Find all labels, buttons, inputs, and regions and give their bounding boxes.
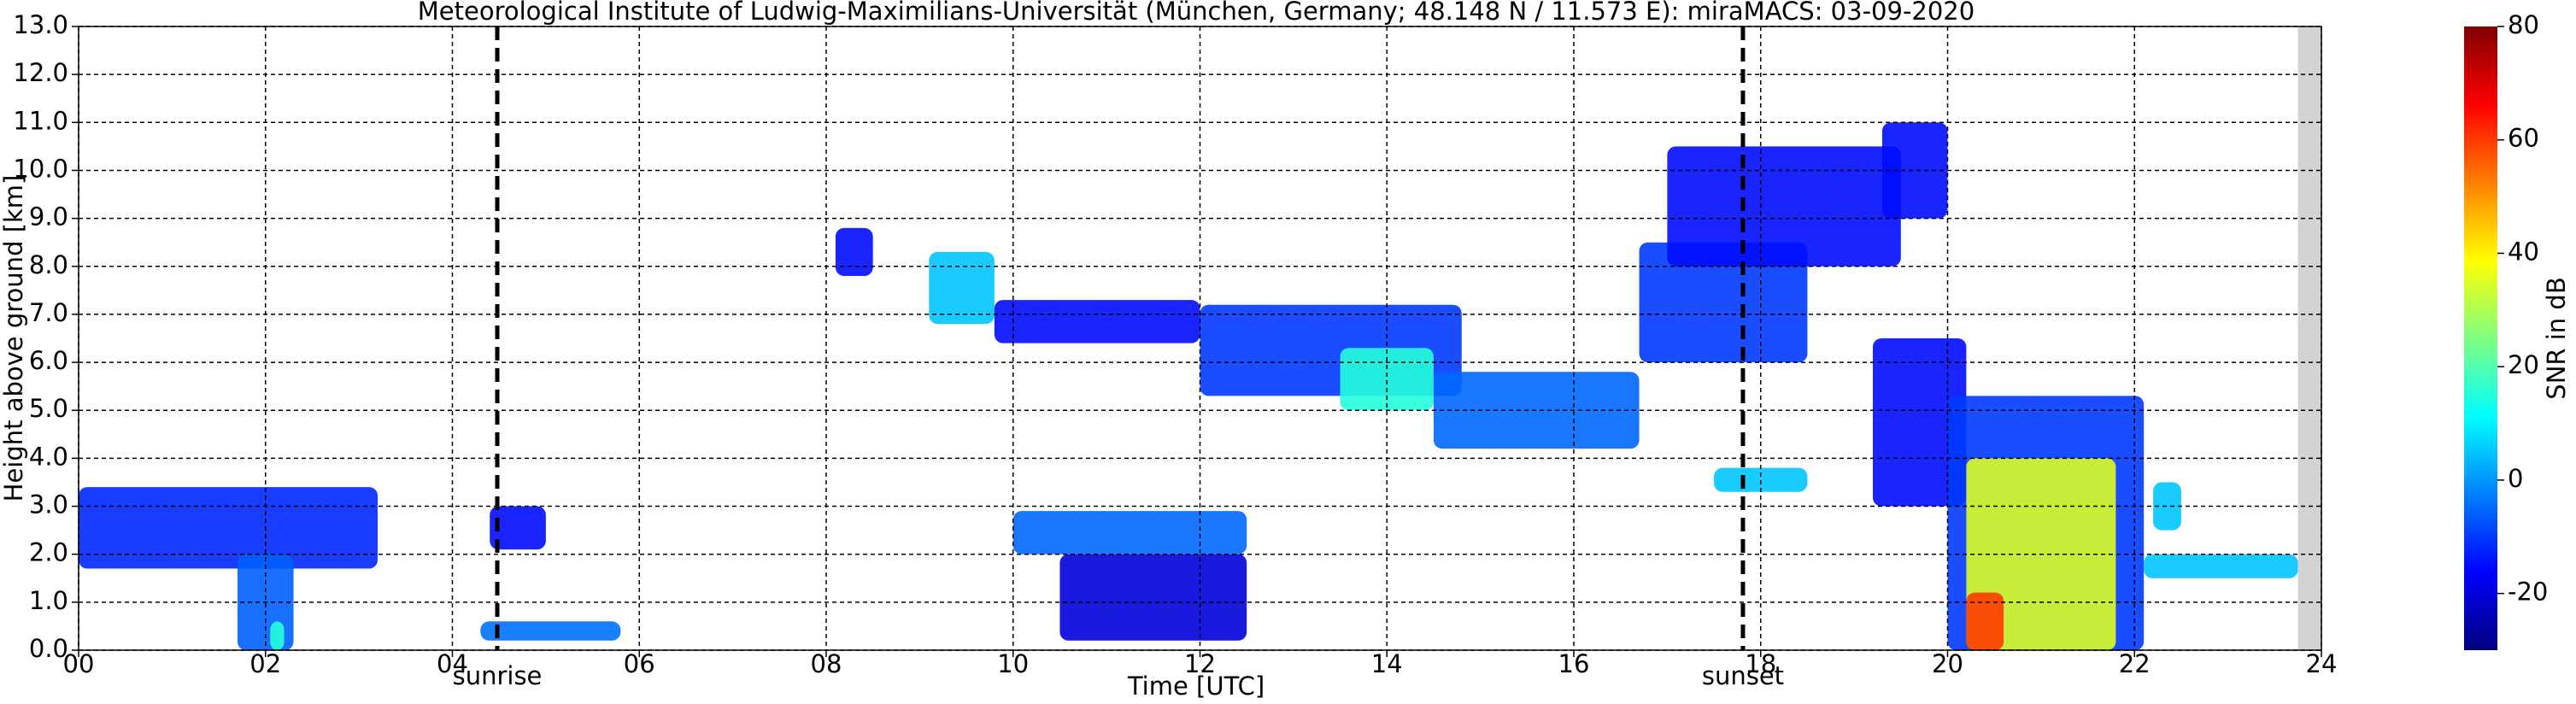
- echo: [2144, 554, 2298, 578]
- y-tick-label: 9.0: [29, 202, 68, 232]
- x-tick-label: 12: [1184, 649, 1216, 678]
- x-tick-label: 24: [2306, 649, 2338, 678]
- echo: [79, 487, 378, 569]
- echo: [270, 621, 285, 650]
- echo: [994, 300, 1200, 343]
- colorbar-tick-label: 20: [2508, 350, 2539, 379]
- y-tick-label: 6.0: [29, 346, 68, 375]
- y-tick-label: 8.0: [29, 250, 68, 279]
- x-tick-label: 22: [2119, 649, 2151, 678]
- chart-title: Meteorological Institute of Ludwig-Maxim…: [418, 0, 1975, 26]
- y-tick-label: 10.0: [13, 154, 68, 183]
- x-tick-label: 04: [437, 649, 468, 678]
- colorbar-label: SNR in dB: [2542, 277, 2571, 399]
- x-tick-label: 10: [997, 649, 1029, 678]
- echo: [480, 621, 621, 641]
- event-label: sunset: [1702, 661, 1784, 690]
- y-tick-label: 3.0: [29, 490, 68, 519]
- y-tick-label: 7.0: [29, 298, 68, 327]
- x-tick-label: 06: [624, 649, 655, 678]
- x-tick-label: 14: [1371, 649, 1403, 678]
- plot-frame: [78, 26, 2322, 651]
- y-tick-label: 12.0: [13, 58, 68, 87]
- echo: [1340, 348, 1434, 411]
- y-tick-label: 1.0: [29, 586, 68, 615]
- echo: [1966, 592, 2004, 650]
- echo: [490, 506, 546, 550]
- y-tick-label: 2.0: [29, 538, 68, 567]
- colorbar-tick-label: 80: [2508, 10, 2539, 39]
- y-tick-label: 11.0: [13, 106, 68, 135]
- x-axis-label: Time [UTC]: [1127, 672, 1265, 701]
- echo: [1639, 242, 1808, 363]
- echo: [1667, 146, 1901, 267]
- colorbar-tick-label: 0: [2508, 464, 2523, 493]
- colorbar-tick-label: -20: [2508, 578, 2548, 607]
- colorbar: [2464, 26, 2497, 650]
- echo: [1012, 511, 1247, 554]
- echo: [1059, 554, 1247, 641]
- echo: [1433, 372, 1640, 449]
- x-tick-label: 00: [63, 649, 95, 678]
- y-axis-label: Height above ground [km]: [0, 175, 28, 502]
- event-label: sunrise: [453, 661, 543, 690]
- x-tick-label: 16: [1558, 649, 1590, 678]
- y-tick-label: 0.0: [29, 634, 68, 663]
- colorbar-tick-label: 60: [2508, 124, 2539, 153]
- y-tick-label: 13.0: [13, 10, 68, 39]
- x-tick-label: 08: [811, 649, 842, 678]
- x-tick-label: 20: [1932, 649, 1963, 678]
- colorbar-tick-label: 40: [2508, 237, 2539, 266]
- no-data-band: [2297, 26, 2321, 650]
- echo: [2153, 482, 2181, 531]
- x-tick-label: 18: [1745, 649, 1776, 678]
- x-tick-label: 02: [249, 649, 281, 678]
- y-tick-label: 5.0: [29, 394, 68, 423]
- echo: [1714, 467, 1808, 492]
- echo: [1881, 122, 1948, 219]
- y-tick-label: 4.0: [29, 442, 68, 471]
- echo: [929, 251, 995, 325]
- echo: [1873, 338, 1967, 507]
- echo: [835, 227, 873, 276]
